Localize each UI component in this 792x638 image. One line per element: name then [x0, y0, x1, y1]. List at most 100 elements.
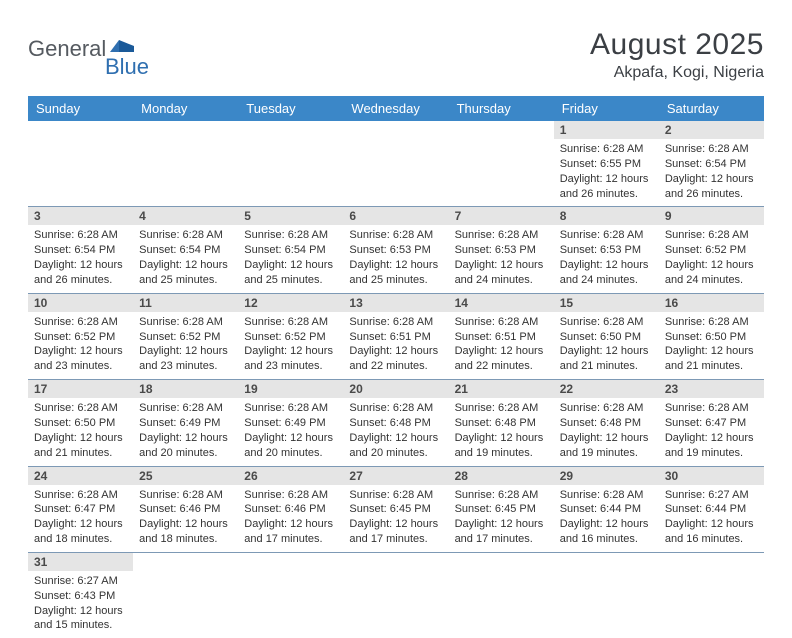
day-content: Sunrise: 6:28 AMSunset: 6:50 PMDaylight:…	[28, 398, 133, 465]
calendar-week: 1Sunrise: 6:28 AMSunset: 6:55 PMDaylight…	[28, 121, 764, 207]
day-content: Sunrise: 6:28 AMSunset: 6:54 PMDaylight:…	[238, 225, 343, 292]
day-content: Sunrise: 6:28 AMSunset: 6:48 PMDaylight:…	[554, 398, 659, 465]
calendar-day: 20Sunrise: 6:28 AMSunset: 6:48 PMDayligh…	[343, 380, 448, 466]
day-content: Sunrise: 6:28 AMSunset: 6:46 PMDaylight:…	[133, 485, 238, 552]
calendar-empty	[343, 121, 448, 207]
day-content: Sunrise: 6:28 AMSunset: 6:53 PMDaylight:…	[449, 225, 554, 292]
weekday-header: Thursday	[449, 96, 554, 121]
day-content: Sunrise: 6:28 AMSunset: 6:55 PMDaylight:…	[554, 139, 659, 206]
day-content: Sunrise: 6:28 AMSunset: 6:54 PMDaylight:…	[133, 225, 238, 292]
day-number: 9	[659, 207, 764, 225]
calendar-body: 1Sunrise: 6:28 AMSunset: 6:55 PMDaylight…	[28, 121, 764, 638]
title-block: August 2025 Akpafa, Kogi, Nigeria	[590, 28, 764, 82]
day-number: 24	[28, 467, 133, 485]
day-content: Sunrise: 6:28 AMSunset: 6:48 PMDaylight:…	[449, 398, 554, 465]
day-content: Sunrise: 6:28 AMSunset: 6:51 PMDaylight:…	[449, 312, 554, 379]
calendar-day: 23Sunrise: 6:28 AMSunset: 6:47 PMDayligh…	[659, 380, 764, 466]
weekday-header: Tuesday	[238, 96, 343, 121]
day-content: Sunrise: 6:27 AMSunset: 6:44 PMDaylight:…	[659, 485, 764, 552]
day-content: Sunrise: 6:28 AMSunset: 6:52 PMDaylight:…	[28, 312, 133, 379]
day-content: Sunrise: 6:28 AMSunset: 6:47 PMDaylight:…	[659, 398, 764, 465]
calendar-empty	[133, 552, 238, 638]
calendar-day: 22Sunrise: 6:28 AMSunset: 6:48 PMDayligh…	[554, 380, 659, 466]
day-content: Sunrise: 6:28 AMSunset: 6:49 PMDaylight:…	[133, 398, 238, 465]
day-number: 22	[554, 380, 659, 398]
calendar-day: 12Sunrise: 6:28 AMSunset: 6:52 PMDayligh…	[238, 293, 343, 379]
calendar-day: 10Sunrise: 6:28 AMSunset: 6:52 PMDayligh…	[28, 293, 133, 379]
day-number: 16	[659, 294, 764, 312]
day-number: 28	[449, 467, 554, 485]
calendar-day: 6Sunrise: 6:28 AMSunset: 6:53 PMDaylight…	[343, 207, 448, 293]
day-number: 14	[449, 294, 554, 312]
location-label: Akpafa, Kogi, Nigeria	[590, 64, 764, 82]
calendar-day: 28Sunrise: 6:28 AMSunset: 6:45 PMDayligh…	[449, 466, 554, 552]
day-content: Sunrise: 6:28 AMSunset: 6:46 PMDaylight:…	[238, 485, 343, 552]
day-number: 1	[554, 121, 659, 139]
brand-part2: Blue	[105, 54, 149, 79]
day-number: 17	[28, 380, 133, 398]
calendar-day: 25Sunrise: 6:28 AMSunset: 6:46 PMDayligh…	[133, 466, 238, 552]
calendar-day: 11Sunrise: 6:28 AMSunset: 6:52 PMDayligh…	[133, 293, 238, 379]
calendar-day: 16Sunrise: 6:28 AMSunset: 6:50 PMDayligh…	[659, 293, 764, 379]
day-number: 10	[28, 294, 133, 312]
day-number: 11	[133, 294, 238, 312]
day-number: 15	[554, 294, 659, 312]
calendar-day: 8Sunrise: 6:28 AMSunset: 6:53 PMDaylight…	[554, 207, 659, 293]
day-content: Sunrise: 6:28 AMSunset: 6:54 PMDaylight:…	[28, 225, 133, 292]
calendar-day: 21Sunrise: 6:28 AMSunset: 6:48 PMDayligh…	[449, 380, 554, 466]
calendar-day: 1Sunrise: 6:28 AMSunset: 6:55 PMDaylight…	[554, 121, 659, 207]
day-number: 4	[133, 207, 238, 225]
day-content: Sunrise: 6:28 AMSunset: 6:44 PMDaylight:…	[554, 485, 659, 552]
calendar-page: General August 2025 Akpafa, Kogi, Nigeri…	[0, 0, 792, 638]
day-content: Sunrise: 6:28 AMSunset: 6:45 PMDaylight:…	[449, 485, 554, 552]
calendar-day: 18Sunrise: 6:28 AMSunset: 6:49 PMDayligh…	[133, 380, 238, 466]
day-number: 3	[28, 207, 133, 225]
calendar-head: SundayMondayTuesdayWednesdayThursdayFrid…	[28, 96, 764, 121]
day-number: 5	[238, 207, 343, 225]
weekday-row: SundayMondayTuesdayWednesdayThursdayFrid…	[28, 96, 764, 121]
day-number: 8	[554, 207, 659, 225]
calendar-table: SundayMondayTuesdayWednesdayThursdayFrid…	[28, 96, 764, 638]
weekday-header: Monday	[133, 96, 238, 121]
day-number: 29	[554, 467, 659, 485]
calendar-day: 4Sunrise: 6:28 AMSunset: 6:54 PMDaylight…	[133, 207, 238, 293]
day-number: 13	[343, 294, 448, 312]
day-number: 20	[343, 380, 448, 398]
calendar-day: 24Sunrise: 6:28 AMSunset: 6:47 PMDayligh…	[28, 466, 133, 552]
calendar-day: 15Sunrise: 6:28 AMSunset: 6:50 PMDayligh…	[554, 293, 659, 379]
day-number: 18	[133, 380, 238, 398]
calendar-day: 5Sunrise: 6:28 AMSunset: 6:54 PMDaylight…	[238, 207, 343, 293]
calendar-empty	[449, 552, 554, 638]
calendar-empty	[659, 552, 764, 638]
day-content: Sunrise: 6:28 AMSunset: 6:49 PMDaylight:…	[238, 398, 343, 465]
calendar-week: 17Sunrise: 6:28 AMSunset: 6:50 PMDayligh…	[28, 380, 764, 466]
day-content: Sunrise: 6:28 AMSunset: 6:51 PMDaylight:…	[343, 312, 448, 379]
day-content: Sunrise: 6:27 AMSunset: 6:43 PMDaylight:…	[28, 571, 133, 638]
day-number: 30	[659, 467, 764, 485]
calendar-day: 9Sunrise: 6:28 AMSunset: 6:52 PMDaylight…	[659, 207, 764, 293]
day-number: 23	[659, 380, 764, 398]
day-number: 6	[343, 207, 448, 225]
day-number: 25	[133, 467, 238, 485]
day-number: 31	[28, 553, 133, 571]
weekday-header: Sunday	[28, 96, 133, 121]
calendar-week: 31Sunrise: 6:27 AMSunset: 6:43 PMDayligh…	[28, 552, 764, 638]
calendar-day: 13Sunrise: 6:28 AMSunset: 6:51 PMDayligh…	[343, 293, 448, 379]
calendar-day: 7Sunrise: 6:28 AMSunset: 6:53 PMDaylight…	[449, 207, 554, 293]
calendar-day: 27Sunrise: 6:28 AMSunset: 6:45 PMDayligh…	[343, 466, 448, 552]
day-content: Sunrise: 6:28 AMSunset: 6:53 PMDaylight:…	[343, 225, 448, 292]
day-content: Sunrise: 6:28 AMSunset: 6:48 PMDaylight:…	[343, 398, 448, 465]
weekday-header: Saturday	[659, 96, 764, 121]
brand-part2-wrap: Blue	[28, 56, 71, 82]
day-content: Sunrise: 6:28 AMSunset: 6:54 PMDaylight:…	[659, 139, 764, 206]
day-number: 12	[238, 294, 343, 312]
calendar-empty	[343, 552, 448, 638]
calendar-day: 31Sunrise: 6:27 AMSunset: 6:43 PMDayligh…	[28, 552, 133, 638]
calendar-day: 3Sunrise: 6:28 AMSunset: 6:54 PMDaylight…	[28, 207, 133, 293]
calendar-empty	[554, 552, 659, 638]
day-content: Sunrise: 6:28 AMSunset: 6:50 PMDaylight:…	[554, 312, 659, 379]
calendar-day: 19Sunrise: 6:28 AMSunset: 6:49 PMDayligh…	[238, 380, 343, 466]
calendar-empty	[238, 552, 343, 638]
day-content: Sunrise: 6:28 AMSunset: 6:47 PMDaylight:…	[28, 485, 133, 552]
day-number: 7	[449, 207, 554, 225]
